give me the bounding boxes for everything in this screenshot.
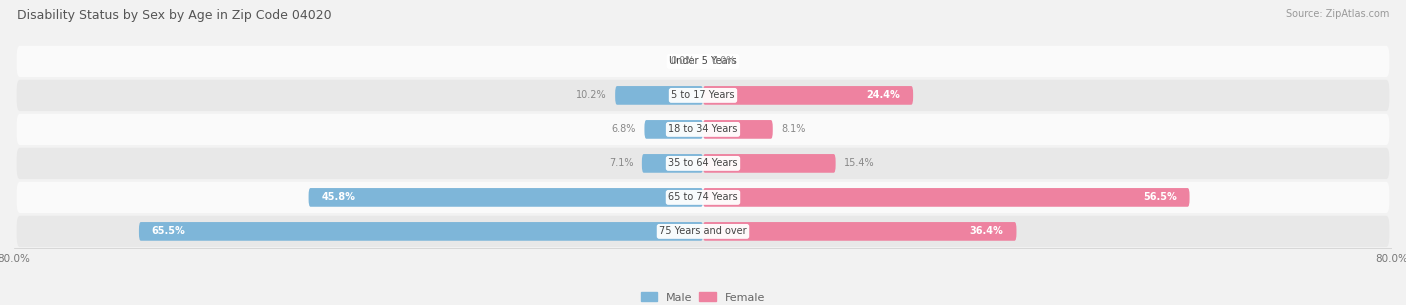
FancyBboxPatch shape	[616, 86, 703, 105]
FancyBboxPatch shape	[17, 182, 1389, 213]
Text: 8.1%: 8.1%	[782, 124, 806, 135]
Text: 36.4%: 36.4%	[970, 226, 1004, 236]
Text: 65 to 74 Years: 65 to 74 Years	[668, 192, 738, 203]
Text: Disability Status by Sex by Age in Zip Code 04020: Disability Status by Sex by Age in Zip C…	[17, 9, 332, 22]
FancyBboxPatch shape	[139, 222, 703, 241]
FancyBboxPatch shape	[703, 86, 912, 105]
FancyBboxPatch shape	[643, 154, 703, 173]
Text: 56.5%: 56.5%	[1143, 192, 1177, 203]
Text: 45.8%: 45.8%	[322, 192, 356, 203]
Text: 35 to 64 Years: 35 to 64 Years	[668, 158, 738, 168]
Text: 7.1%: 7.1%	[609, 158, 633, 168]
Text: 0.0%: 0.0%	[711, 56, 735, 66]
Text: Under 5 Years: Under 5 Years	[669, 56, 737, 66]
FancyBboxPatch shape	[703, 154, 835, 173]
FancyBboxPatch shape	[703, 222, 1017, 241]
FancyBboxPatch shape	[308, 188, 703, 207]
Legend: Male, Female: Male, Female	[641, 292, 765, 303]
Text: 75 Years and over: 75 Years and over	[659, 226, 747, 236]
FancyBboxPatch shape	[17, 46, 1389, 77]
Text: 6.8%: 6.8%	[612, 124, 636, 135]
Text: 0.0%: 0.0%	[671, 56, 695, 66]
Text: 18 to 34 Years: 18 to 34 Years	[668, 124, 738, 135]
FancyBboxPatch shape	[644, 120, 703, 139]
FancyBboxPatch shape	[703, 120, 773, 139]
FancyBboxPatch shape	[17, 80, 1389, 111]
FancyBboxPatch shape	[17, 114, 1389, 145]
Text: 15.4%: 15.4%	[844, 158, 875, 168]
Text: Source: ZipAtlas.com: Source: ZipAtlas.com	[1285, 9, 1389, 19]
FancyBboxPatch shape	[703, 188, 1189, 207]
Text: 5 to 17 Years: 5 to 17 Years	[671, 90, 735, 100]
Text: 24.4%: 24.4%	[866, 90, 900, 100]
Text: 65.5%: 65.5%	[152, 226, 186, 236]
FancyBboxPatch shape	[17, 148, 1389, 179]
FancyBboxPatch shape	[17, 216, 1389, 247]
Text: 10.2%: 10.2%	[576, 90, 606, 100]
